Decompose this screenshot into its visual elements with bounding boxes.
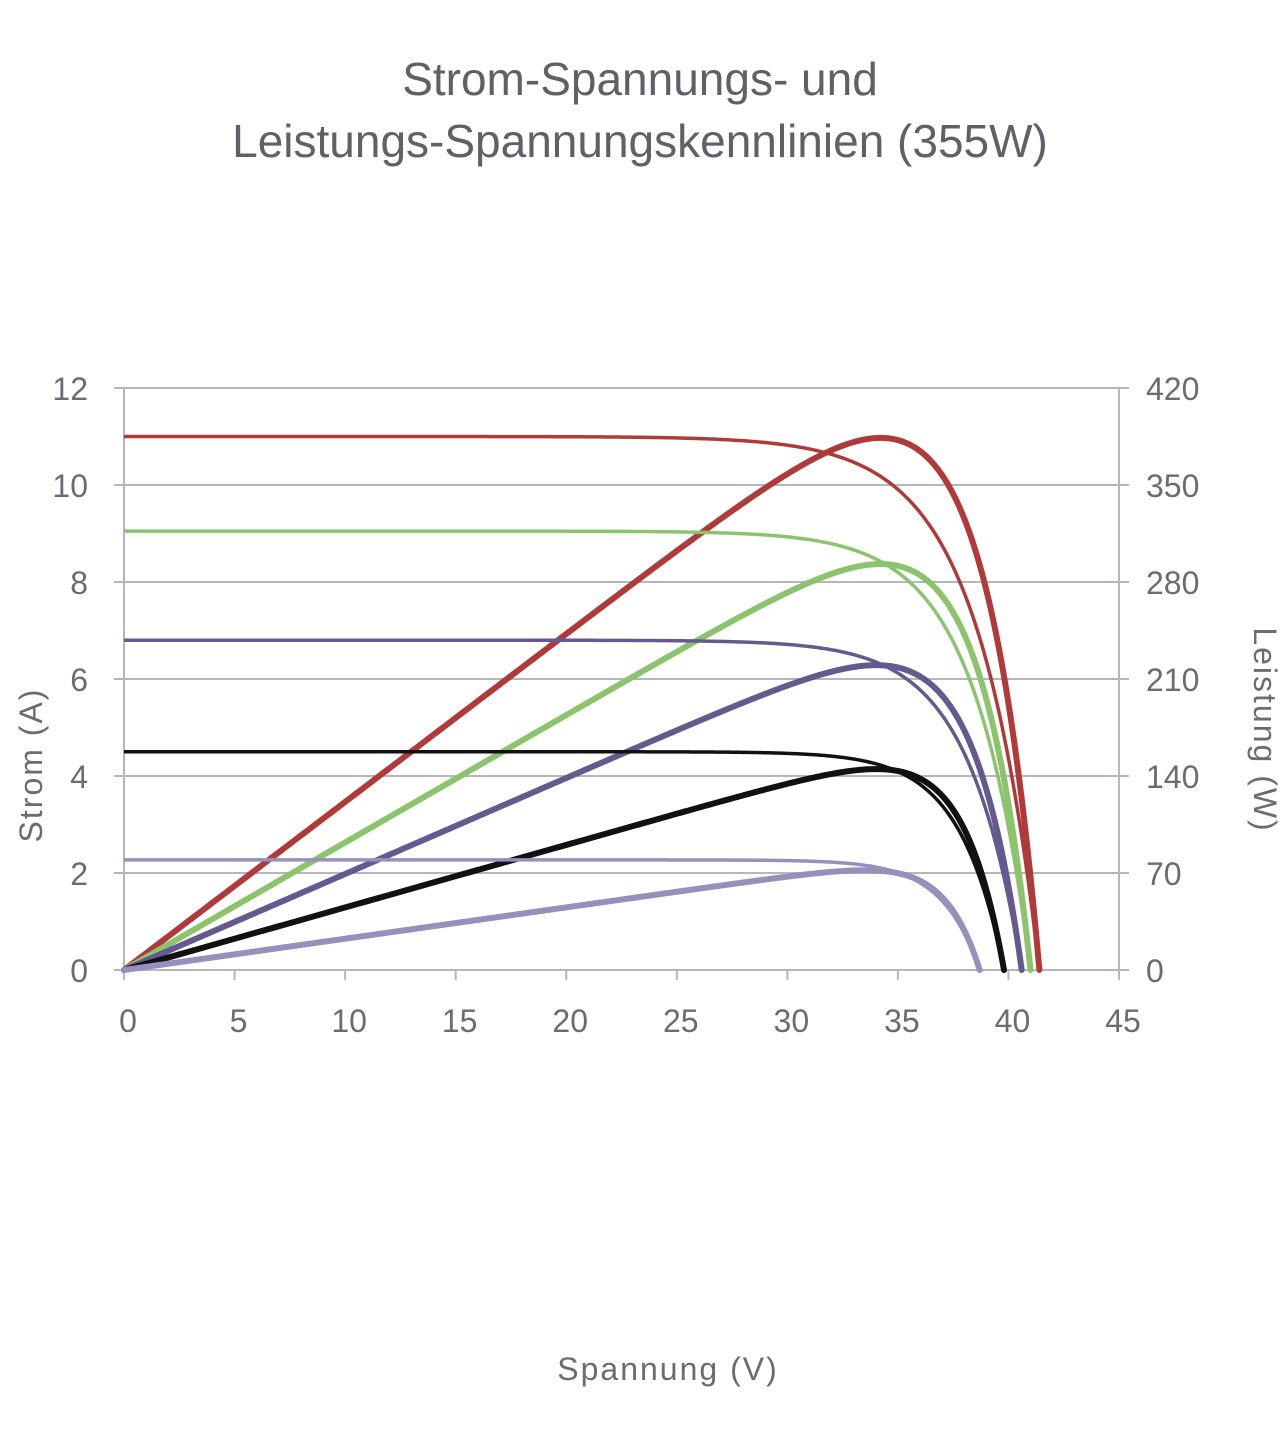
pv-curve-3 <box>121 662 1025 973</box>
x-tick-label: 20 <box>552 1003 588 1039</box>
y2-tick-label: 350 <box>1146 468 1199 504</box>
pv-curve-2 <box>121 560 1034 973</box>
x-tick-label: 40 <box>995 1003 1031 1039</box>
y2-tick-label: 0 <box>1146 953 1164 989</box>
y2-axis-label: Leistung (W) <box>1247 627 1280 832</box>
y2-tick-label: 210 <box>1146 662 1199 698</box>
chart-title: Strom-Spannungs- und Leistungs-Spannungs… <box>0 48 1280 172</box>
pv-curve-4 <box>121 766 1008 973</box>
curves <box>121 434 1043 973</box>
iv-curve-1 <box>124 434 1042 971</box>
x-tick-label: 30 <box>774 1003 810 1039</box>
y-axis-label: Strom (A) <box>13 688 49 843</box>
tick-labels: 0 5 10 15 20 25 30 35 40 450246810120701402102803… <box>52 371 1199 1039</box>
iv-curve-2 <box>123 529 1033 971</box>
y-tick-label: 2 <box>70 856 88 892</box>
x-tick-label: 0 <box>119 1003 137 1039</box>
x-tick-label: 35 <box>884 1003 920 1039</box>
pv-curve-5 <box>121 867 983 973</box>
x-tick-label: 10 <box>331 1003 367 1039</box>
y2-tick-label: 70 <box>1146 856 1182 892</box>
chart-title-line-2: Leistungs-Spannungskennlinien (355W) <box>232 115 1048 167</box>
iv-curve-3 <box>124 638 1024 971</box>
y2-tick-label: 280 <box>1146 565 1199 601</box>
chart-title-line-1: Strom-Spannungs- und <box>402 53 878 105</box>
x-tick-label: 45 <box>1105 1003 1141 1039</box>
y-tick-label: 4 <box>70 759 88 795</box>
iv-curve-4 <box>124 750 1006 971</box>
y2-tick-label: 420 <box>1146 371 1199 407</box>
y-tick-label: 0 <box>70 953 88 989</box>
y-tick-label: 8 <box>70 565 88 601</box>
x-axis-label: Spannung (V) <box>557 1351 778 1387</box>
y-tick-label: 6 <box>70 662 88 698</box>
x-tick-label: 25 <box>663 1003 699 1039</box>
pv-curve-1 <box>121 434 1043 973</box>
y2-tick-label: 140 <box>1146 759 1199 795</box>
axes <box>114 387 1129 980</box>
x-tick-label: 15 <box>442 1003 478 1039</box>
y-tick-label: 12 <box>52 371 88 407</box>
iv-curve-5 <box>123 858 982 971</box>
y-tick-label: 10 <box>52 468 88 504</box>
x-tick-label: 5 <box>230 1003 248 1039</box>
